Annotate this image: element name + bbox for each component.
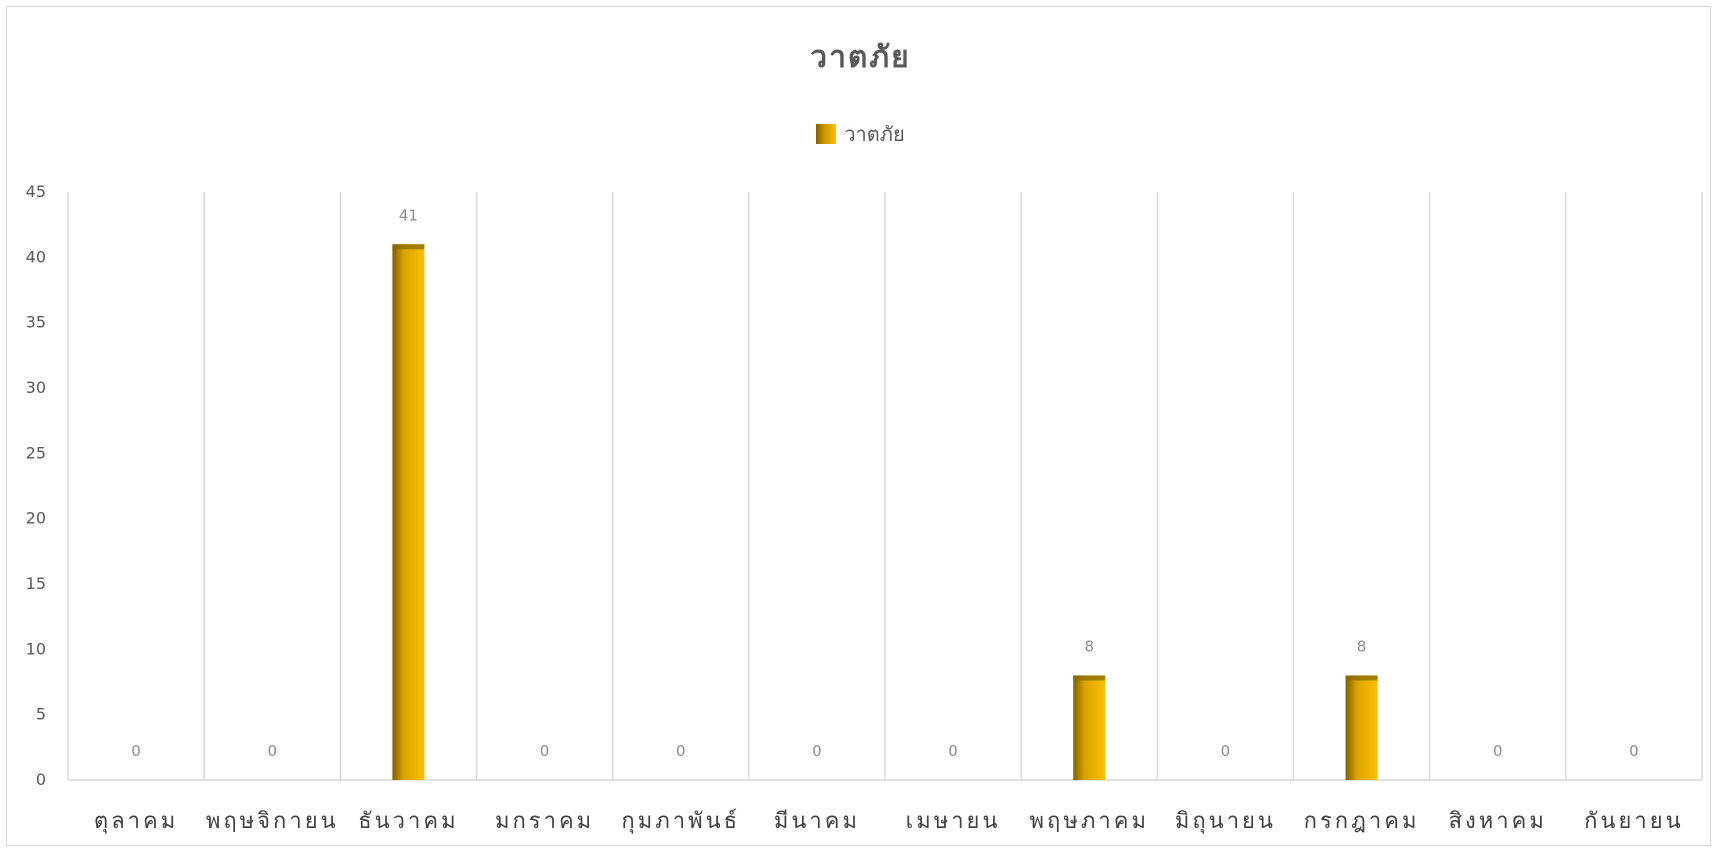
x-tick-label: กรกฎาคม [1304,809,1420,834]
x-axis: ตุลาคม พฤษจิกายน ธันวาคม มกราคม กุมภาพันธ์ มี… [94,809,1684,834]
x-tick-label: เมษายน [906,809,1001,834]
data-labels: 0 0 41 0 0 0 0 8 0 8 0 0 [131,206,1638,760]
x-tick-label: มิถุนายน [1175,809,1276,834]
x-tick-label: กุมภาพันธ์ [621,809,740,834]
data-label: 0 [131,742,141,760]
x-tick-label: ธันวาคม [358,809,458,834]
y-tick-label: 5 [36,705,46,724]
data-label: 8 [1357,637,1367,655]
bar [392,244,425,780]
y-tick-label: 0 [36,770,46,789]
x-tick-label: พฤษภาคม [1030,809,1149,834]
y-tick-label: 30 [26,378,46,397]
x-tick-label: สิงหาคม [1449,809,1547,834]
data-label: 0 [676,742,686,760]
x-tick-label: พฤษจิกายน [206,809,339,834]
y-tick-label: 45 [26,182,46,201]
y-axis: 0 5 10 15 20 25 30 35 40 45 [26,182,46,789]
legend-swatch [816,124,837,144]
bar-top [1073,675,1106,681]
data-label: 0 [1629,742,1639,760]
chart-frame [6,6,1711,846]
bar-top [1345,675,1378,681]
bar [1345,675,1378,780]
chart-title: วาตภัย [810,40,911,75]
data-label: 0 [1221,742,1231,760]
data-label: 0 [1493,742,1503,760]
x-tick-label: มกราคม [495,809,594,834]
data-label: 0 [267,742,277,760]
x-tick-label: มีนาคม [774,809,860,834]
bar-top [392,244,425,250]
data-label: 0 [948,742,958,760]
y-tick-label: 15 [26,574,46,593]
grid-layer [67,192,1703,781]
data-label: 0 [540,742,550,760]
x-tick-label: กันยายน [1584,809,1684,834]
data-label: 41 [399,206,418,224]
data-label: 8 [1084,637,1094,655]
x-tick-label: ตุลาคม [94,809,178,834]
y-tick-label: 25 [26,443,46,462]
y-tick-label: 20 [26,509,46,528]
legend-label: วาตภัย [844,122,905,146]
y-tick-label: 35 [26,313,46,332]
bar [1073,675,1106,780]
bar-layer [392,244,1378,780]
legend: วาตภัย [0,118,1721,150]
y-tick-label: 40 [26,247,46,266]
data-label: 0 [812,742,822,760]
y-tick-label: 10 [26,639,46,658]
